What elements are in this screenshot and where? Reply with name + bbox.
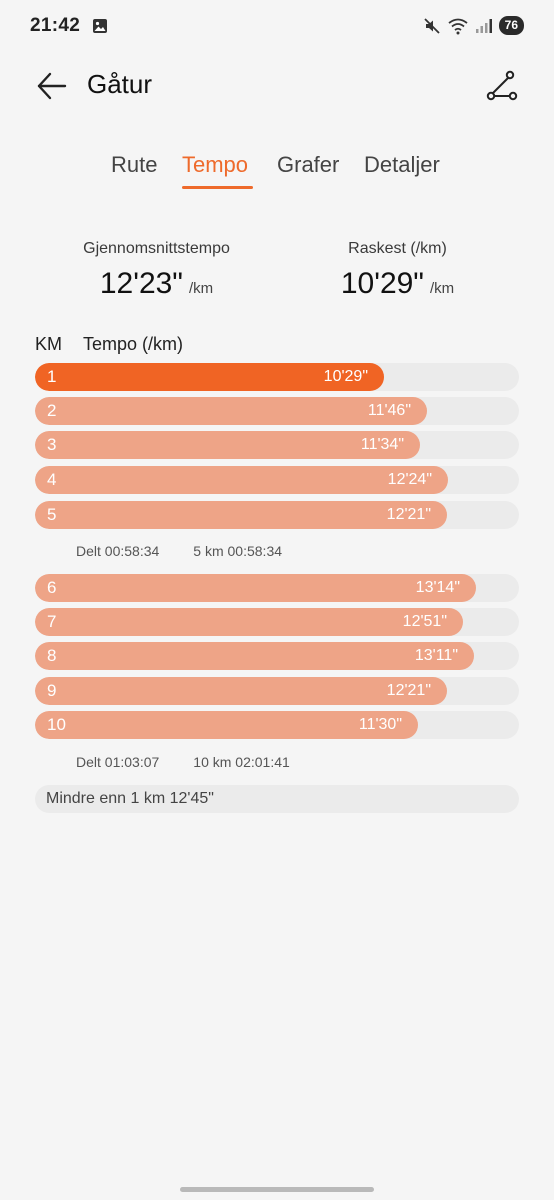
split-total: 5 km 00:58:34 — [193, 543, 283, 559]
page-title: Gåtur — [87, 69, 153, 99]
tab-detaljer[interactable]: Detaljer — [364, 152, 440, 177]
route-icon[interactable] — [484, 68, 520, 104]
split-row: 4 12'24" — [35, 466, 519, 494]
split-bar — [35, 397, 427, 425]
split-km: 9 — [47, 681, 57, 700]
split-total: 10 km 02:01:41 — [193, 754, 290, 770]
split-km: 7 — [47, 612, 57, 631]
pace-column-header: Tempo (/km) — [83, 334, 184, 354]
gallery-icon — [93, 19, 107, 33]
split-row: 2 11'46" — [35, 397, 519, 425]
split-pace: 10'29" — [323, 368, 368, 385]
battery-level: 76 — [498, 16, 524, 35]
average-pace-label: Gjennomsnittstempo — [83, 240, 230, 257]
split-pace: 11'30" — [358, 716, 402, 733]
tab-tempo[interactable]: Tempo — [182, 152, 249, 177]
split-delt: Delt 00:58:34 — [76, 543, 160, 559]
split-bar — [35, 363, 384, 391]
split-km: 3 — [47, 435, 57, 454]
active-tab-indicator — [182, 186, 253, 189]
split-pace: 12'21" — [386, 682, 431, 699]
split-pace: 11'46" — [367, 402, 411, 419]
split-row: 1 10'29" — [35, 363, 519, 391]
km-column-header: KM — [35, 334, 62, 354]
split-km: 8 — [47, 646, 57, 665]
status-bar: 21:42 76 — [0, 0, 554, 54]
split-bar — [35, 608, 463, 636]
average-pace-value: 12'23" — [99, 267, 183, 300]
fastest-pace-unit: /km — [429, 280, 455, 297]
split-bar — [35, 677, 447, 705]
split-row: 7 12'51" — [35, 608, 519, 636]
fastest-pace-label: Raskest (/km) — [348, 240, 447, 257]
average-pace-stat: Gjennomsnittstempo 12'23" /km — [18, 240, 295, 301]
split-row: 5 12'21" — [35, 501, 519, 529]
split-km: 2 — [47, 401, 57, 420]
remainder-row: Mindre enn 1 km 12'45" — [35, 785, 519, 813]
status-time: 21:42 — [30, 15, 81, 36]
split-row: 8 13'11" — [35, 642, 519, 670]
split-km: 1 — [47, 367, 57, 386]
split-pace: 13'14" — [415, 579, 460, 596]
arrow-left-icon[interactable] — [34, 70, 70, 102]
split-pace: 12'21" — [386, 506, 431, 523]
tab-rute[interactable]: Rute — [111, 152, 158, 177]
signal-icon — [475, 18, 492, 33]
split-row: 6 13'14" — [35, 574, 519, 602]
split-km: 6 — [47, 578, 57, 597]
wifi-icon — [448, 18, 468, 34]
status-icons: 76 — [423, 16, 524, 35]
split-km: 5 — [47, 505, 57, 524]
split-row: 9 12'21" — [35, 677, 519, 705]
split-pace: 12'51" — [402, 613, 447, 630]
split-pace: 11'34" — [360, 436, 404, 453]
tab-bar: Rute Tempo Grafer Detaljer — [0, 150, 554, 194]
split-bar — [35, 574, 476, 602]
average-pace-unit: /km — [188, 280, 214, 297]
split-pace: 12'24" — [387, 471, 432, 488]
split-bar — [35, 501, 447, 529]
fastest-pace-value: 10'29" — [340, 267, 424, 300]
split-summary-5km: Delt 00:58:34 5 km 00:58:34 — [76, 543, 282, 559]
split-pace: 13'11" — [414, 647, 458, 664]
split-bar — [35, 466, 448, 494]
split-km: 4 — [47, 470, 57, 489]
home-indicator[interactable] — [180, 1187, 374, 1192]
header: Gåtur — [0, 60, 554, 112]
split-bar — [35, 642, 474, 670]
split-bar — [35, 431, 420, 459]
split-bar — [35, 711, 418, 739]
split-delt: Delt 01:03:07 — [76, 754, 160, 770]
split-row: 3 11'34" — [35, 431, 519, 459]
tab-grafer[interactable]: Grafer — [277, 152, 340, 177]
fastest-pace-stat: Raskest (/km) 10'29" /km — [259, 240, 536, 301]
mute-icon — [424, 17, 440, 34]
split-row: 10 11'30" — [35, 711, 519, 739]
split-km: 10 — [47, 715, 66, 734]
split-summary-10km: Delt 01:03:07 10 km 02:01:41 — [76, 754, 290, 770]
